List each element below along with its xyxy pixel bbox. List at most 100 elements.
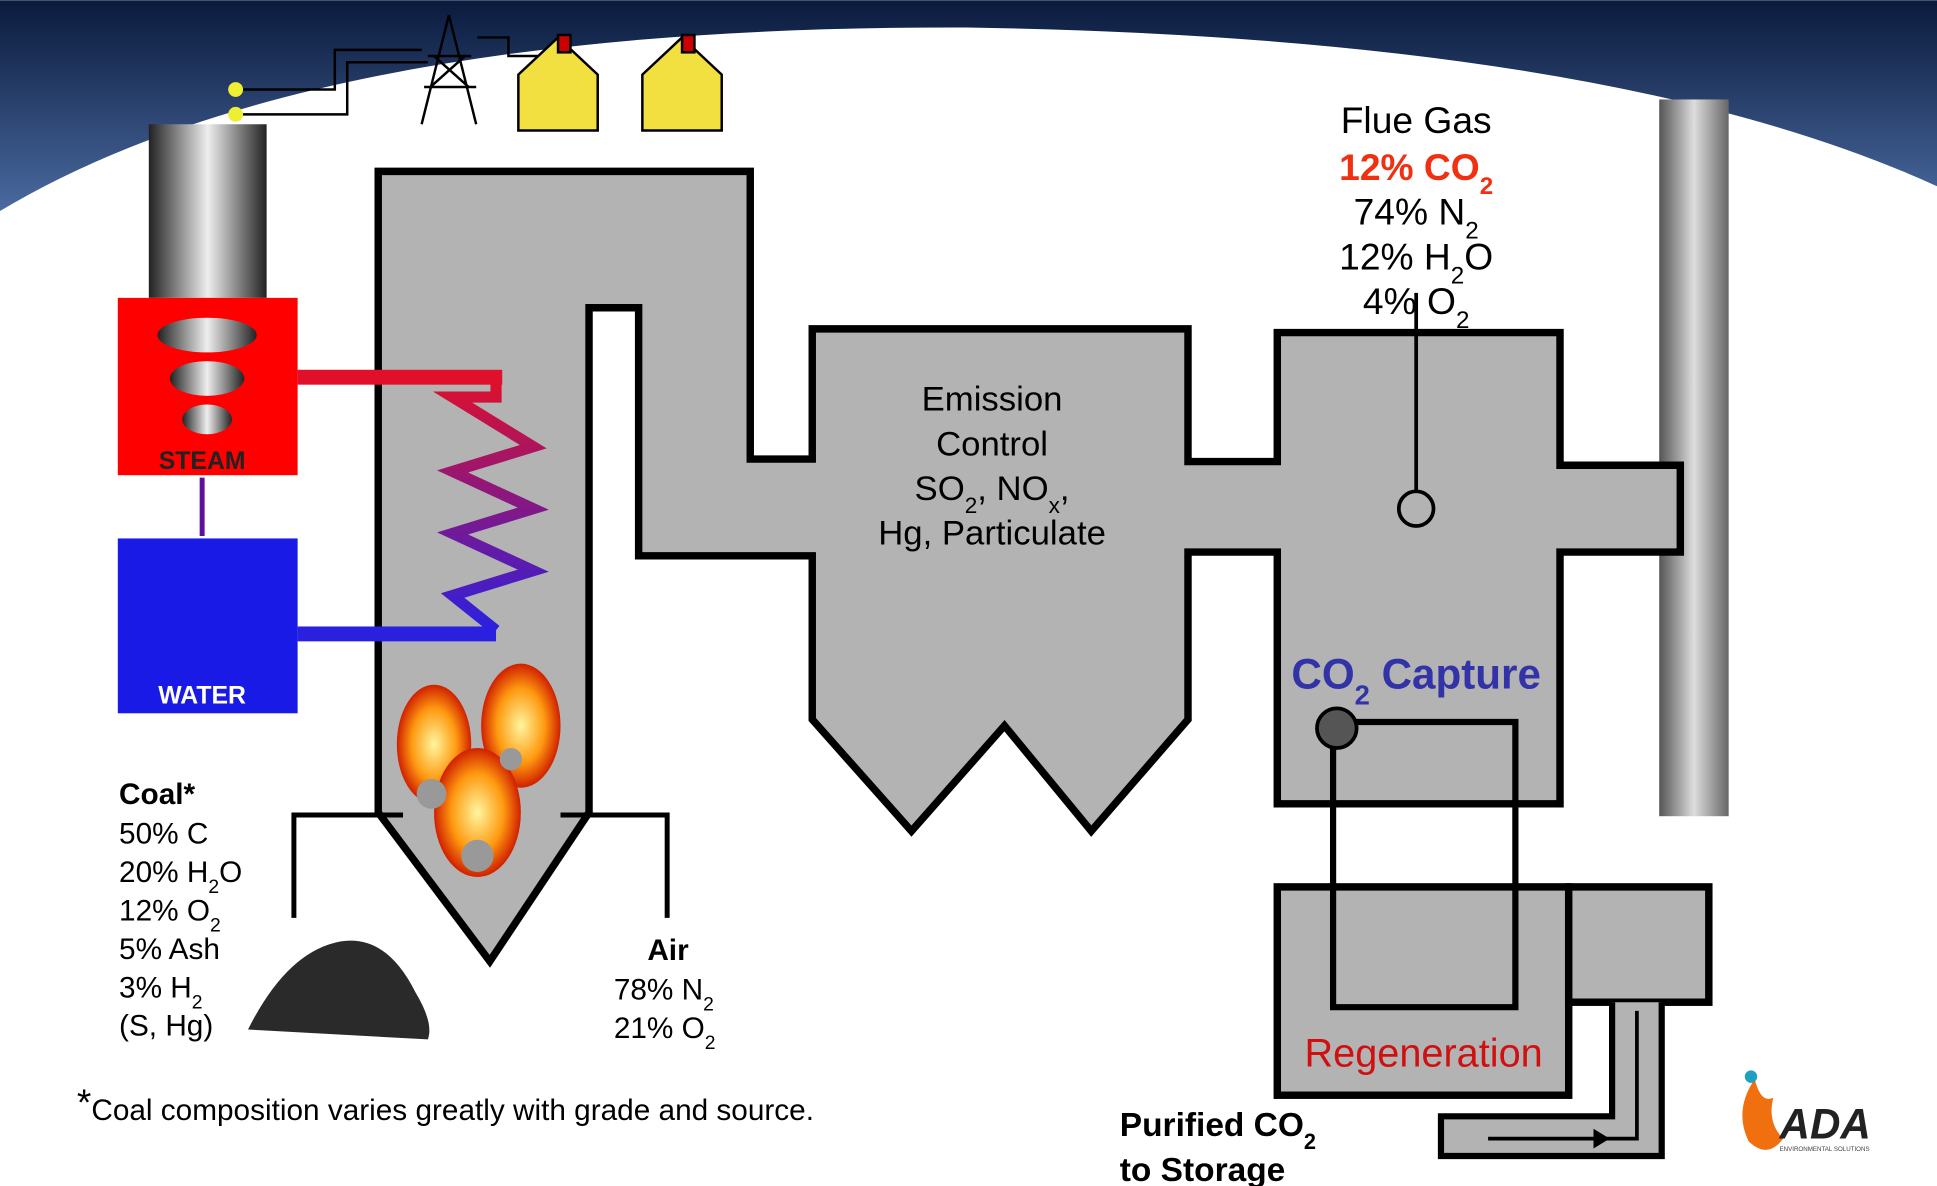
text-run: O <box>219 856 242 889</box>
text-run: Purified CO <box>1120 1107 1304 1144</box>
text-line: 12% CO2 <box>1339 146 1493 200</box>
text-run: 78% N <box>614 974 703 1007</box>
text-line: Control <box>936 425 1048 463</box>
turbine-blade <box>157 317 257 353</box>
text-line: 50% C <box>119 817 208 850</box>
text-run: 74% N <box>1354 191 1466 233</box>
subscript: 2 <box>210 914 221 936</box>
subscript: 2 <box>1465 217 1478 244</box>
footnote-mark: * <box>77 1081 91 1123</box>
coal-feed <box>291 812 404 918</box>
flue-path <box>374 167 1685 968</box>
footnote: *Coal composition varies greatly with gr… <box>77 1081 814 1127</box>
text-run: Emission <box>922 381 1063 419</box>
text-run: 12% O <box>119 894 210 927</box>
subscript: 2 <box>965 492 978 517</box>
power-line <box>241 14 559 125</box>
text-run: 5% Ash <box>119 933 220 966</box>
subscript: 2 <box>1355 679 1370 710</box>
footnote-text: Coal composition varies greatly with gra… <box>91 1094 814 1127</box>
subscript: 2 <box>1480 173 1493 200</box>
co2-capture-label: CO2 Capture <box>1291 650 1540 709</box>
water-pipe <box>297 626 497 642</box>
text-line: to Storage <box>1120 1152 1286 1186</box>
text-run: Hg, Particulate <box>878 515 1106 553</box>
probe-end <box>1396 489 1436 528</box>
arrowhead <box>1593 1128 1610 1149</box>
text-line: 74% N2 <box>1354 191 1479 245</box>
logo-name: ADA <box>1779 1101 1871 1148</box>
text-run: 20% H <box>119 856 208 889</box>
turbine <box>148 124 267 298</box>
text-line: SO2, NOx, <box>915 470 1070 518</box>
turbine-blade <box>169 361 245 396</box>
text-line: Emission <box>922 381 1063 419</box>
storage-arrow <box>1488 1010 1639 1141</box>
text-run: 12% H <box>1339 235 1451 277</box>
text-run: 3% H <box>119 971 192 1004</box>
text-run: to Storage <box>1120 1152 1286 1186</box>
text-run: Capture <box>1370 650 1541 697</box>
subscript: 2 <box>1456 306 1469 333</box>
text-run: 50% C <box>119 817 208 850</box>
air-feed <box>560 812 670 918</box>
storage-label: Purified CO2 to Storage <box>1120 1107 1316 1186</box>
coal-pile <box>248 940 430 1040</box>
text-run: , <box>1060 470 1070 508</box>
subscript: 2 <box>705 1032 716 1054</box>
text-line: 21% O2 <box>614 1012 716 1054</box>
stack <box>1659 99 1729 817</box>
flue-gas-title: Flue Gas <box>1341 99 1492 141</box>
houses <box>517 33 723 132</box>
logo-drop <box>1744 1070 1758 1083</box>
subscript: 2 <box>208 876 219 898</box>
sky-band <box>0 0 1937 212</box>
text-line: (S, Hg) <box>119 1010 213 1043</box>
regeneration-box <box>1273 883 1573 1099</box>
turbine-blade <box>182 404 232 435</box>
side-box <box>1564 883 1713 1006</box>
logo-tagline: ENVIRONMENTAL SOLUTIONS <box>1780 1146 1870 1153</box>
terminal <box>228 82 244 97</box>
steam-pipe <box>297 369 503 385</box>
subscript: 2 <box>1304 1129 1316 1154</box>
terminal <box>228 106 244 122</box>
water-box <box>117 538 298 714</box>
text-line: 4% O2 <box>1363 280 1469 334</box>
subscript: 2 <box>192 991 203 1013</box>
coal-title: Coal* <box>119 778 195 811</box>
flames <box>396 663 561 877</box>
text-line: 5% Ash <box>119 933 220 966</box>
sorbent <box>1315 706 1359 750</box>
text-run: Control <box>936 425 1048 463</box>
subscript: x <box>1049 492 1061 517</box>
text-line: 3% H2 <box>119 971 202 1013</box>
text-run: 4% O <box>1363 280 1456 322</box>
logo-flame <box>1742 1079 1784 1150</box>
text-run: SO <box>915 470 965 508</box>
text-run: (S, Hg) <box>119 1010 213 1043</box>
steam-label: STEAM <box>159 448 246 475</box>
text-run: O <box>1464 235 1493 277</box>
air-title: Air <box>647 934 689 967</box>
water-label: WATER <box>158 682 246 709</box>
text-line: 12% H2O <box>1339 235 1493 289</box>
text-line: 78% N2 <box>614 974 714 1016</box>
text-line: Hg, Particulate <box>878 515 1106 553</box>
subscript: 2 <box>703 994 714 1016</box>
capture-loop <box>1329 718 1519 1011</box>
regeneration-label: Regeneration <box>1304 1032 1542 1076</box>
text-line: 20% H2O <box>119 856 242 898</box>
text-run: 12% CO <box>1339 146 1480 188</box>
coil <box>432 378 549 635</box>
text-run: , NO <box>977 470 1048 508</box>
storage-pipe <box>1437 1002 1665 1160</box>
text-line: 12% O2 <box>119 894 221 936</box>
subscript: 2 <box>1451 262 1464 289</box>
text-run: 21% O <box>614 1012 705 1045</box>
text-run: CO <box>1291 650 1354 697</box>
